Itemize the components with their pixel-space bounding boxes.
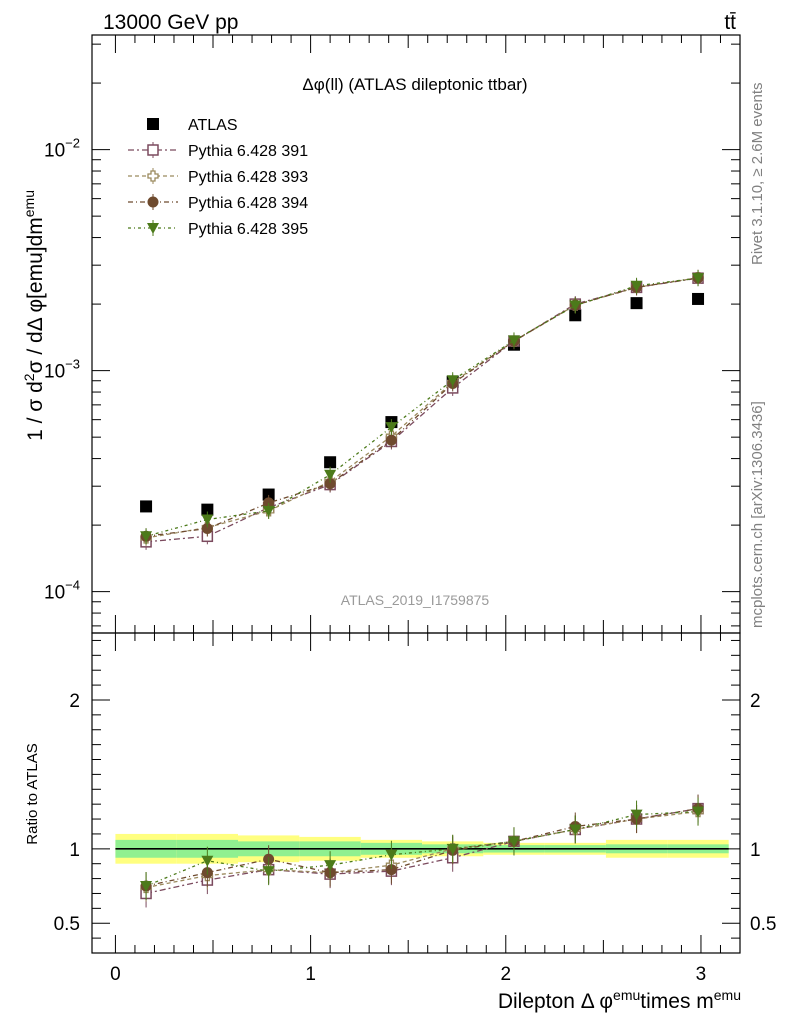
x-tick-label: 3 [696, 964, 707, 985]
energy-label: 13000 GeV pp [103, 11, 238, 34]
main-y-tick-label: 10−4 [44, 578, 80, 604]
x-axis-label: Dilepton Δ φemutimes memu [498, 987, 741, 1013]
main-data-point [385, 434, 397, 446]
x-tick-labels: 0 1 2 3 [110, 964, 706, 985]
main-data-point [262, 488, 275, 501]
x-tick-label: 0 [110, 964, 121, 985]
ratio-data-point [569, 824, 582, 836]
main-data-point [140, 500, 153, 513]
main-data-marks [140, 269, 705, 550]
legend-marker [147, 196, 159, 208]
main-data-point [507, 335, 520, 347]
legend-entry: Pythia 6.428 391 [188, 143, 308, 160]
ratio-y-tick-label: 0.5 [54, 914, 80, 935]
main-axis-ticks [92, 35, 740, 633]
side-rivet-label: Rivet 3.1.10, ≥ 2.6M events [749, 83, 766, 266]
ratio-frame [91, 632, 741, 954]
ratio-data-point [262, 866, 275, 878]
ratio-data-marks [140, 794, 705, 908]
legend-entry: ATLAS [188, 117, 238, 134]
ratio-data-point [201, 855, 214, 867]
ratio-data-point [507, 836, 520, 848]
x-tick-label: 2 [500, 964, 511, 985]
main-data-point [446, 375, 459, 387]
main-data-point [262, 505, 275, 517]
main-series-line [146, 277, 699, 543]
ratio-y-tick-label-right: 2 [750, 691, 761, 712]
main-panel: Δφ(ll) (ATLAS dileptonic ttbar) ATLAS_20… [44, 34, 741, 634]
main-data-point [692, 292, 705, 305]
main-data-point [630, 280, 643, 292]
main-data-point [324, 456, 337, 469]
ratio-y-tick-labels: 0.5 0.5 1 1 2 2 [54, 691, 777, 935]
ratio-y-tick-label: 1 [69, 840, 80, 861]
main-data-point [201, 514, 214, 526]
main-series-line [145, 277, 699, 537]
watermark: ATLAS_2019_I1759875 [341, 592, 490, 608]
main-y-tick-label: 10−2 [44, 136, 80, 162]
ratio-data-point [630, 809, 643, 821]
legend-marker [147, 223, 159, 234]
main-data-point [569, 300, 582, 312]
main-data-point [201, 503, 214, 516]
ratio-panel: 0.5 0.5 1 1 2 2 [54, 632, 777, 954]
main-data-point [692, 273, 705, 285]
ratio-data-point [385, 849, 398, 861]
main-data-point [324, 469, 337, 481]
process-label: tt̄ [724, 11, 736, 34]
legend-entry: Pythia 6.428 393 [188, 169, 308, 186]
side-site-label: mcplots.cern.ch [arXiv:1306.3436] [749, 401, 766, 628]
ratio-series-line [145, 810, 699, 889]
main-data-point [324, 478, 336, 490]
main-series-line [145, 277, 699, 539]
ratio-y-tick-label: 2 [69, 691, 80, 712]
ratio-data-point [692, 806, 705, 818]
main-y-axis-label: 1 / σ d2σ / dΔ φ[emu]dmemu [21, 190, 47, 441]
main-data-point [140, 531, 153, 543]
ratio-data-point [446, 843, 459, 855]
ratio-data-point [140, 881, 153, 893]
main-data-point [201, 523, 213, 535]
main-y-tick-label: 10−3 [44, 357, 80, 383]
legend-marker [147, 170, 159, 182]
legend-entry: Pythia 6.428 395 [188, 221, 308, 238]
main-y-tick-labels: 10−2 10−3 10−4 [44, 136, 80, 604]
ratio-y-tick-label-right: 0.5 [750, 914, 776, 935]
ratio-y-tick-label-right: 1 [750, 840, 761, 861]
main-data-point [385, 422, 398, 434]
legend-marker [147, 118, 159, 130]
main-data-point [630, 297, 643, 310]
ratio-axis-ticks [92, 633, 740, 953]
ratio-series-line [145, 807, 699, 887]
x-tick-label: 1 [305, 964, 316, 985]
ratio-data-point [324, 860, 337, 872]
legend-marker [147, 144, 159, 156]
main-series-line [145, 277, 699, 537]
main-title: Δφ(ll) (ATLAS dileptonic ttbar) [302, 75, 527, 94]
legend-entry: Pythia 6.428 394 [188, 195, 308, 212]
ratio-data-point [385, 864, 397, 876]
main-data-point [569, 309, 582, 322]
ratio-y-axis-label: Ratio to ATLAS [24, 743, 41, 844]
legend: ATLAS Pythia 6.428 391 Pythia 6.428 393 Pyt… [128, 117, 308, 238]
